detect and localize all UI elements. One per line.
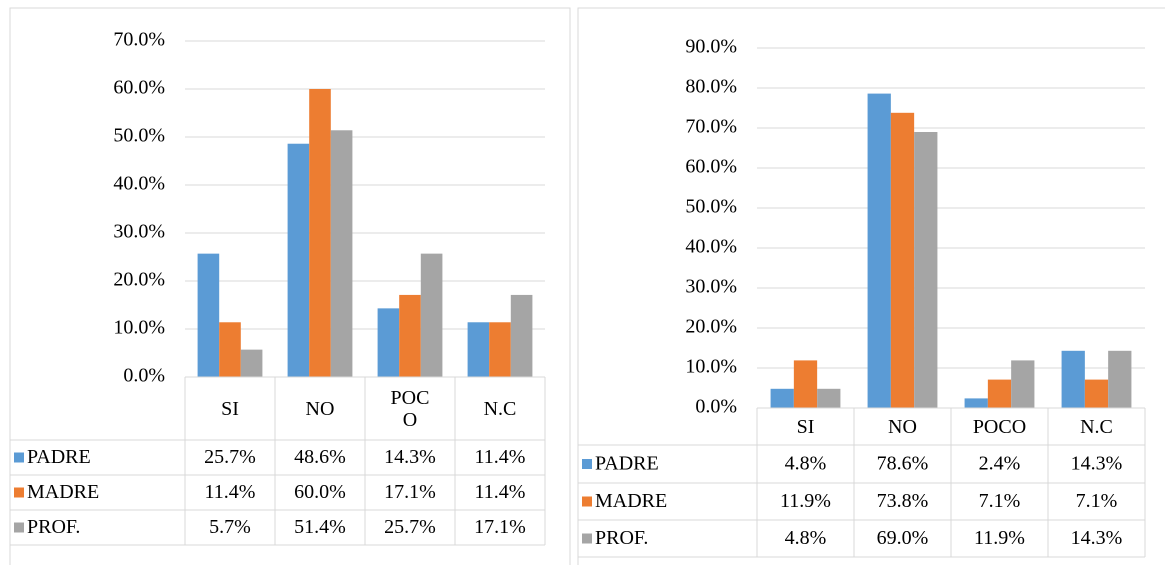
x-tick-label: POCO xyxy=(390,386,430,431)
y-tick-label: 30.0% xyxy=(113,221,165,243)
category-cell: SI xyxy=(796,415,815,438)
value-label: 17.1% xyxy=(384,481,436,503)
bar xyxy=(489,322,511,377)
value-label: 25.7% xyxy=(204,446,256,468)
value-label: 5.7% xyxy=(209,516,251,538)
bar xyxy=(914,132,938,408)
legend-swatch xyxy=(14,522,24,533)
y-tick-label: 20.0% xyxy=(685,316,737,338)
y-tick-label: 70.0% xyxy=(685,116,737,138)
value-label: 73.8% xyxy=(877,490,929,512)
bar xyxy=(377,308,400,377)
value-label: 7.1% xyxy=(1076,490,1118,512)
value-label: 17.1% xyxy=(474,516,526,538)
y-tick-label: 50.0% xyxy=(113,125,165,147)
bar xyxy=(420,253,443,377)
bar xyxy=(330,130,353,377)
y-tick-label: 30.0% xyxy=(685,276,737,298)
value-label: 51.4% xyxy=(294,516,346,538)
value-label: 7.1% xyxy=(979,490,1021,512)
bar xyxy=(867,93,891,408)
legend-label: PADRE xyxy=(27,446,91,468)
y-tick-label: 0.0% xyxy=(695,396,737,418)
value-label: 11.4% xyxy=(475,446,526,468)
value-label: 2.4% xyxy=(979,453,1021,475)
y-tick-label: 10.0% xyxy=(113,317,165,339)
x-tick-label: NO xyxy=(305,397,335,420)
bar xyxy=(964,398,988,408)
bar xyxy=(467,322,490,377)
bar xyxy=(1084,379,1109,408)
value-label: 60.0% xyxy=(294,481,346,503)
y-tick-label: 40.0% xyxy=(685,236,737,258)
bar xyxy=(890,112,915,409)
bar xyxy=(817,388,841,408)
bar xyxy=(1061,350,1085,408)
x-tick-label: POCO xyxy=(972,415,1027,438)
bar xyxy=(240,349,263,377)
value-label: 4.8% xyxy=(785,453,827,475)
value-label: 11.9% xyxy=(780,490,831,512)
y-tick-label: 0.0% xyxy=(123,365,165,387)
value-label: 78.6% xyxy=(877,453,929,475)
category-cell: N.C xyxy=(1080,415,1113,438)
legend-label: PROF. xyxy=(27,516,80,538)
bar xyxy=(309,89,331,377)
x-tick-label: N.C xyxy=(1080,415,1113,438)
legend-label: PROF. xyxy=(595,527,648,549)
bar xyxy=(1011,360,1035,408)
category-cell: NO xyxy=(305,397,335,420)
value-label: 48.6% xyxy=(294,446,346,468)
x-tick-label: NO xyxy=(888,415,917,438)
y-tick-label: 10.0% xyxy=(685,356,737,378)
legend-label: PADRE xyxy=(595,453,659,475)
category-cell: NO xyxy=(888,415,917,438)
panel-border xyxy=(577,7,1165,565)
legend-label: MADRE xyxy=(595,490,667,512)
value-label: 4.8% xyxy=(785,527,827,549)
legend-swatch xyxy=(582,496,592,507)
y-tick-label: 90.0% xyxy=(685,36,737,58)
value-label: 11.4% xyxy=(205,481,256,503)
value-label: 14.3% xyxy=(1071,453,1123,475)
legend-swatch xyxy=(14,452,24,463)
value-label: 14.3% xyxy=(384,446,436,468)
y-tick-label: 70.0% xyxy=(113,29,165,51)
bar xyxy=(770,388,794,408)
bar xyxy=(1108,350,1132,408)
value-label: 11.9% xyxy=(974,527,1025,549)
legend-swatch xyxy=(582,459,592,469)
bar xyxy=(197,253,220,377)
legend-swatch xyxy=(582,533,592,544)
y-tick-label: 80.0% xyxy=(685,76,737,98)
y-tick-label: 60.0% xyxy=(113,77,165,99)
category-cell: POCO xyxy=(972,415,1027,438)
x-tick-label: N.C xyxy=(483,397,517,420)
bar xyxy=(399,294,421,377)
bar xyxy=(287,143,310,377)
x-tick-label: SI xyxy=(796,415,815,438)
value-label: 14.3% xyxy=(1071,527,1123,549)
y-tick-label: 20.0% xyxy=(113,269,165,291)
value-label: 11.4% xyxy=(475,481,526,503)
bar xyxy=(793,360,818,408)
category-cell: SI xyxy=(221,397,239,420)
category-cell: N.C xyxy=(483,397,517,420)
y-tick-label: 50.0% xyxy=(685,196,737,218)
y-tick-label: 60.0% xyxy=(685,156,737,178)
value-label: 25.7% xyxy=(384,516,436,538)
value-label: 69.0% xyxy=(877,527,929,549)
bar xyxy=(987,379,1012,408)
panel-border xyxy=(9,7,571,565)
bar xyxy=(219,322,241,377)
x-tick-label: SI xyxy=(221,397,239,420)
legend-label: MADRE xyxy=(27,481,99,503)
bar xyxy=(510,294,533,377)
category-cell: POCO xyxy=(390,386,430,431)
legend-swatch xyxy=(14,487,24,498)
y-tick-label: 40.0% xyxy=(113,173,165,195)
